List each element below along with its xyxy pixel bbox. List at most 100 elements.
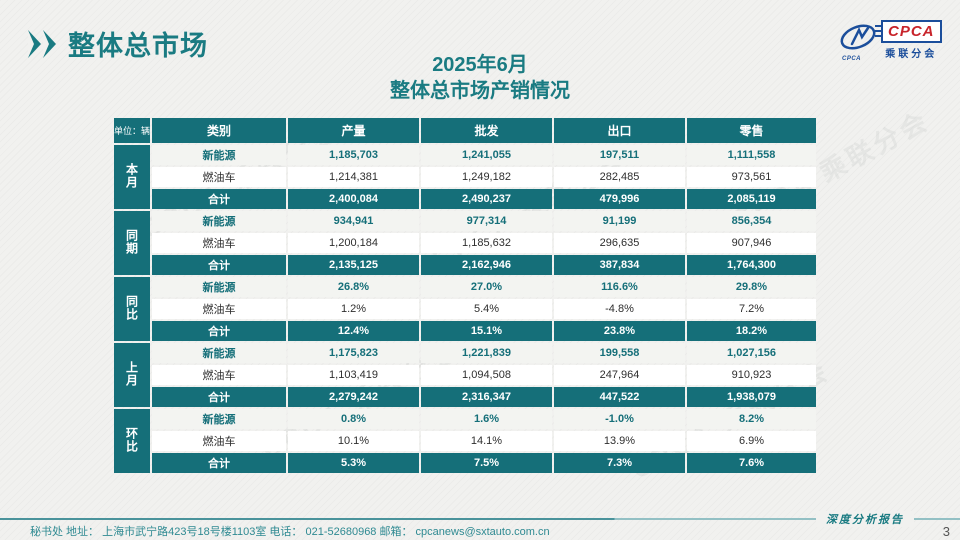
- value-cell: 1,764,300: [687, 255, 816, 275]
- logo-icon-text: CPCA: [842, 56, 862, 62]
- category-cell: 合计: [152, 189, 286, 209]
- value-cell: 2,135,125: [288, 255, 419, 275]
- value-cell: 1,094,508: [421, 365, 552, 385]
- value-cell: 14.1%: [421, 431, 552, 451]
- table-row: 燃油车 1,214,381 1,249,182 282,485 973,561: [114, 167, 816, 187]
- value-cell: 2,279,242: [288, 387, 419, 407]
- column-header: 出口: [554, 118, 685, 143]
- value-cell: 907,946: [687, 233, 816, 253]
- value-cell: 934,941: [288, 211, 419, 231]
- value-cell: 1,027,156: [687, 343, 816, 363]
- value-cell: 91,199: [554, 211, 685, 231]
- logo-subtext: 乘联分会: [885, 49, 938, 60]
- table-title-line2: 整体总市场产销情况: [390, 80, 570, 102]
- value-cell: 387,834: [554, 255, 685, 275]
- value-cell: 26.8%: [288, 277, 419, 297]
- value-cell: 1,103,419: [288, 365, 419, 385]
- value-cell: 1,221,839: [421, 343, 552, 363]
- value-cell: 7.6%: [687, 453, 816, 473]
- row-group-label: 环比: [114, 409, 150, 473]
- value-cell: 0.8%: [288, 409, 419, 429]
- table-row: 合计 2,135,125 2,162,946 387,834 1,764,300: [114, 255, 816, 275]
- value-cell: 27.0%: [421, 277, 552, 297]
- table-row: 本月 新能源 1,185,703 1,241,055 197,511 1,111,558: [114, 145, 816, 209]
- double-chevron-icon: [28, 29, 58, 58]
- category-cell: 合计: [152, 321, 286, 341]
- table-row: 环比 新能源 0.8% 1.6% -1.0% 8.2%: [114, 409, 816, 473]
- value-cell: 2,400,084: [288, 189, 419, 209]
- value-cell: -4.8%: [554, 299, 685, 319]
- table-row: 合计 2,400,084 2,490,237 479,996 2,085,119: [114, 189, 816, 209]
- logo-speed-lines: [875, 25, 882, 37]
- page-header: 整体总市场: [28, 24, 208, 63]
- value-cell: 1.2%: [288, 299, 419, 319]
- value-cell: 1,200,184: [288, 233, 419, 253]
- value-cell: 5.3%: [288, 453, 419, 473]
- category-cell: 燃油车: [152, 233, 286, 253]
- value-cell: 5.4%: [421, 299, 552, 319]
- value-cell: 2,316,347: [421, 387, 552, 407]
- category-cell: 燃油车: [152, 431, 286, 451]
- value-cell: 1,241,055: [421, 145, 552, 165]
- cpca-logo: CPCA CPCA 乘联分会: [838, 20, 946, 62]
- row-group-label: 上月: [114, 343, 150, 407]
- value-cell: 1,111,558: [687, 145, 816, 165]
- value-cell: 479,996: [554, 189, 685, 209]
- footer-report-label: 深度分析报告: [816, 511, 914, 527]
- value-cell: 1,249,182: [421, 167, 552, 187]
- value-cell: 10.1%: [288, 431, 419, 451]
- value-cell: 1,185,632: [421, 233, 552, 253]
- row-group-label: 本月: [114, 145, 150, 209]
- table-row: 上月 新能源 1,175,823 1,221,839 199,558 1,027,156: [114, 343, 816, 407]
- value-cell: 18.2%: [687, 321, 816, 341]
- value-cell: 977,314: [421, 211, 552, 231]
- value-cell: 1,214,381: [288, 167, 419, 187]
- value-cell: 247,964: [554, 365, 685, 385]
- value-cell: 197,511: [554, 145, 685, 165]
- value-cell: 15.1%: [421, 321, 552, 341]
- value-cell: 910,923: [687, 365, 816, 385]
- page-title: 整体总市场: [68, 31, 208, 61]
- table-row: 燃油车 1.2% 5.4% -4.8% 7.2%: [114, 299, 816, 319]
- value-cell: 296,635: [554, 233, 685, 253]
- table-title-line1: 2025年6月: [432, 54, 528, 76]
- value-cell: 1,938,079: [687, 387, 816, 407]
- value-cell: 282,485: [554, 167, 685, 187]
- table-row: 合计 12.4% 15.1% 23.8% 18.2%: [114, 321, 816, 341]
- logo-wordmark: CPCA: [888, 23, 935, 40]
- value-cell: 7.2%: [687, 299, 816, 319]
- value-cell: 116.6%: [554, 277, 685, 297]
- footer-divider: [0, 518, 960, 520]
- category-cell: 合计: [152, 453, 286, 473]
- value-cell: 2,085,119: [687, 189, 816, 209]
- category-cell: 新能源: [152, 343, 286, 363]
- value-cell: 2,162,946: [421, 255, 552, 275]
- category-cell: 新能源: [152, 409, 286, 429]
- table-row: 合计 5.3% 7.5% 7.3% 7.6%: [114, 453, 816, 473]
- value-cell: 13.9%: [554, 431, 685, 451]
- category-cell: 燃油车: [152, 167, 286, 187]
- column-header: 类别: [152, 118, 286, 143]
- value-cell: 856,354: [687, 211, 816, 231]
- value-cell: -1.0%: [554, 409, 685, 429]
- category-cell: 新能源: [152, 277, 286, 297]
- table-title: 2025年6月 整体总市场产销情况: [0, 52, 960, 104]
- category-cell: 合计: [152, 255, 286, 275]
- value-cell: 2,490,237: [421, 189, 552, 209]
- value-cell: 199,558: [554, 343, 685, 363]
- column-header: 零售: [687, 118, 816, 143]
- value-cell: 7.5%: [421, 453, 552, 473]
- value-cell: 1,185,703: [288, 145, 419, 165]
- value-cell: 1,175,823: [288, 343, 419, 363]
- footer-contact: 秘书处 地址： 上海市武宁路423号18号楼1103室 电话： 021-5268…: [30, 526, 550, 538]
- category-cell: 燃油车: [152, 299, 286, 319]
- table-row: 合计 2,279,242 2,316,347 447,522 1,938,079: [114, 387, 816, 407]
- category-cell: 燃油车: [152, 365, 286, 385]
- table-row: 燃油车 10.1% 14.1% 13.9% 6.9%: [114, 431, 816, 451]
- value-cell: 6.9%: [687, 431, 816, 451]
- value-cell: 973,561: [687, 167, 816, 187]
- logo-box: CPCA: [875, 20, 942, 43]
- table-row: 同期 新能源 934,941 977,314 91,199 856,354: [114, 211, 816, 275]
- market-table: 单位：辆 类别 产量 批发 出口 零售 本月 新能源 1,185,703 1,241,055 19…: [112, 116, 818, 475]
